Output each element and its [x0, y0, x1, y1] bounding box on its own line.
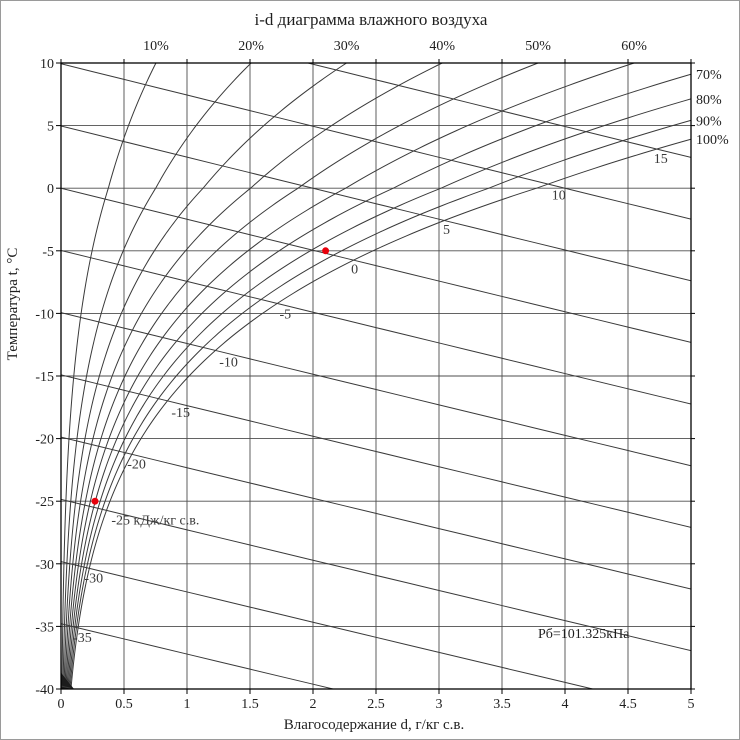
- en-label: -10: [219, 356, 238, 371]
- rh-label: 20%: [238, 39, 264, 54]
- tick-label: 4: [562, 697, 569, 712]
- rh-label: 40%: [429, 39, 455, 54]
- tick-label: 1: [184, 697, 191, 712]
- en-label: -5: [279, 307, 291, 322]
- tick-label: -20: [35, 433, 54, 448]
- tick-labels: 0 0.5 1 1.5 2 2.5 3 3.5 4 4.5 5 10 5 0 -5 -10 -15 -20 -25 -…: [35, 57, 694, 712]
- rh-curve-50: [65, 63, 539, 689]
- en-label: 5: [443, 223, 450, 238]
- tick-label: -40: [35, 683, 54, 698]
- tick-label: 1.5: [241, 697, 259, 712]
- tick-label: 2: [310, 697, 317, 712]
- tick-label: -35: [35, 620, 54, 635]
- rh-curve-80: [68, 98, 691, 689]
- rh-label: 30%: [334, 39, 360, 54]
- y-axis-title: Температура t, °C: [5, 248, 21, 361]
- rh-label: 100%: [696, 133, 729, 148]
- rh-labels: 10% 20% 30% 40% 50% 60% 70% 80% 90% 100%: [143, 39, 729, 148]
- tick-label: 3.5: [493, 697, 511, 712]
- tick-label: 3: [436, 697, 443, 712]
- rh-curve-20: [62, 63, 252, 689]
- x-axis-title: Влагосодержание d, г/кг с.в.: [284, 717, 465, 733]
- rh-curve-90: [69, 119, 691, 689]
- rh-label: 80%: [696, 93, 722, 108]
- tick-label: 2.5: [367, 697, 385, 712]
- rh-label: 10%: [143, 39, 169, 54]
- rh-label: 90%: [696, 114, 722, 129]
- enthalpy-line-5: [61, 125, 691, 282]
- enthalpy-line--35: [61, 623, 336, 689]
- en-label: -15: [171, 406, 190, 421]
- enthalpy-line--20: [61, 436, 691, 590]
- enthalpy-line--5: [61, 249, 691, 405]
- pressure-note: Pб=101.325кПа: [538, 627, 630, 642]
- enthalpy-line--10: [61, 312, 691, 467]
- grid-lines: [60, 62, 692, 690]
- en-label: -20: [127, 457, 146, 472]
- en-label: 10: [552, 189, 566, 204]
- axis-ticks: [56, 59, 695, 694]
- tick-label: -30: [35, 558, 54, 573]
- data-points: [91, 247, 330, 505]
- tick-label: 5: [688, 697, 695, 712]
- tick-label: 4.5: [619, 697, 637, 712]
- en-label: 15: [654, 152, 668, 167]
- enthalpy-lines: [61, 63, 691, 689]
- rh-curve-100: [70, 138, 691, 689]
- enthalpy-line--30: [61, 561, 595, 689]
- tick-label: 0.5: [115, 697, 133, 712]
- en-label: -35: [73, 631, 92, 646]
- en-label: -25 кДж/кг с.в.: [111, 514, 199, 529]
- enthalpy-labels: 15 10 5 0 -5 -10 -15 -20 -25 кДж/кг с.в. -30 -35: [73, 152, 668, 646]
- rh-curves: [61, 63, 691, 689]
- tick-label: 0: [58, 697, 65, 712]
- chart-title: i-d диаграмма влажного воздуха: [255, 10, 488, 29]
- tick-label: -5: [42, 245, 54, 260]
- data-point: [322, 247, 330, 255]
- plot-border: [60, 62, 692, 690]
- rh-curve-10: [61, 63, 157, 689]
- data-point: [91, 497, 99, 505]
- rh-label: 60%: [621, 39, 647, 54]
- rh-label: 50%: [525, 39, 551, 54]
- rh-label: 70%: [696, 68, 722, 83]
- tick-label: -25: [35, 495, 54, 510]
- en-label: -30: [84, 571, 103, 586]
- rh-curve-60: [66, 63, 635, 689]
- tick-label: -10: [35, 307, 54, 322]
- enthalpy-line--25: [61, 498, 691, 652]
- en-label: 0: [351, 262, 358, 277]
- enthalpy-line-15: [305, 63, 691, 158]
- enthalpy-line--15: [61, 374, 691, 528]
- rh-curve-40: [64, 63, 443, 689]
- tick-label: -15: [35, 370, 54, 385]
- enthalpy-line-10: [61, 63, 691, 220]
- tick-label: 5: [47, 120, 54, 135]
- tick-label: 0: [47, 182, 54, 197]
- rh-curve-30: [63, 63, 347, 689]
- rh-curve-70: [67, 73, 691, 689]
- tick-label: 10: [40, 57, 54, 72]
- enthalpy-line-0: [61, 187, 691, 343]
- rh-convergence-blob: [61, 672, 74, 689]
